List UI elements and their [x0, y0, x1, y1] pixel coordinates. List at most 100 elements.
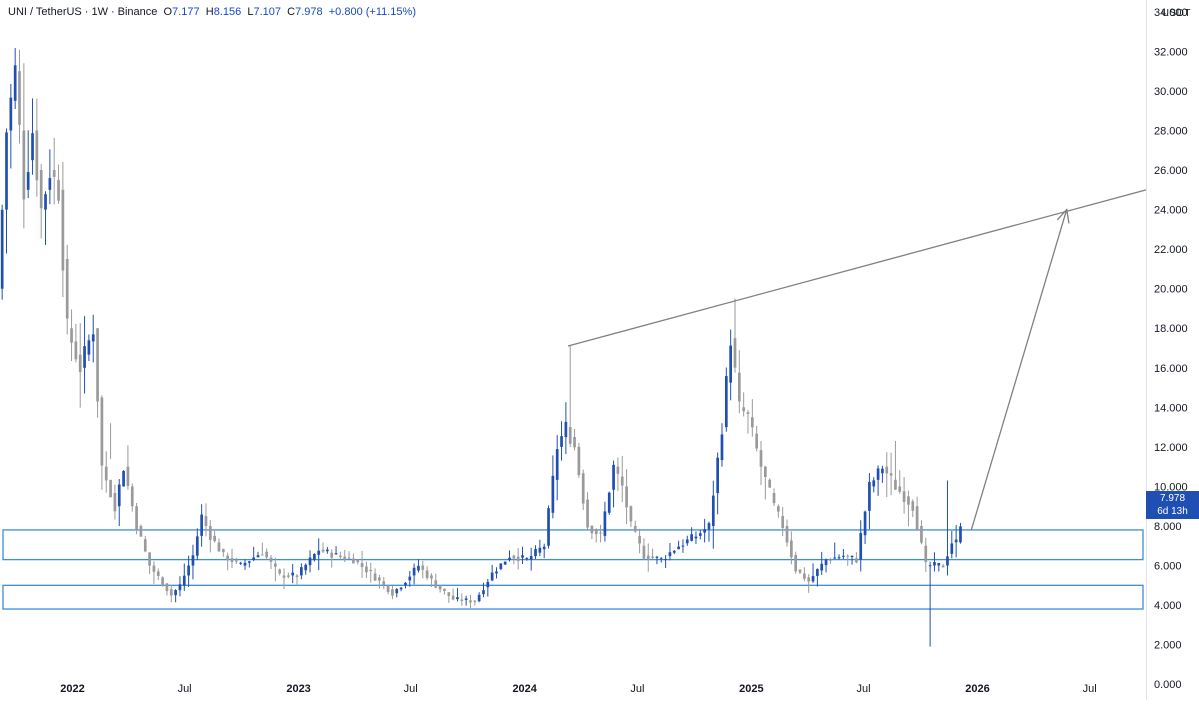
price-tick-label: 30.000 — [1154, 86, 1188, 98]
candle — [300, 563, 303, 580]
support-zone-1 — [2, 529, 1144, 561]
candle — [924, 537, 928, 573]
candle — [326, 547, 329, 554]
candle — [777, 504, 780, 518]
price-tick-label: 18.000 — [1154, 323, 1188, 335]
candle — [464, 595, 468, 606]
candle — [22, 63, 26, 229]
candle — [677, 540, 680, 550]
candle — [824, 558, 828, 573]
candle — [352, 553, 355, 564]
candle — [733, 298, 737, 373]
candle — [911, 499, 915, 518]
candle — [386, 584, 390, 595]
candle — [768, 478, 772, 488]
price-scale[interactable]: USDT 0.000 2.000 4.000 6.000 8.000 10.000 12.0… — [1146, 0, 1199, 700]
candle — [711, 480, 715, 549]
price-unit-label[interactable]: USDT — [1161, 8, 1191, 19]
candle — [651, 548, 654, 559]
price-tick-label: 2.000 — [1154, 640, 1182, 652]
candle — [213, 529, 216, 543]
legend-high: 8.156 — [213, 6, 242, 18]
candle — [547, 505, 550, 549]
candle — [57, 164, 60, 204]
candle — [126, 445, 130, 490]
time-axis: 2022 Jul 2023 Jul 2024 Jul 2025 Jul 2026 Jul — [60, 683, 1096, 695]
candle — [265, 548, 269, 560]
resistance-trend-line — [567, 187, 1154, 347]
candle — [456, 587, 459, 602]
candle — [204, 503, 208, 537]
candle — [503, 561, 507, 565]
legend-interval[interactable]: 1W — [91, 6, 108, 18]
candle — [898, 470, 902, 494]
price-tick-label: 16.000 — [1154, 363, 1188, 375]
candle — [287, 572, 290, 579]
candle — [620, 455, 624, 503]
candle — [534, 545, 537, 560]
candle — [859, 520, 863, 572]
candle — [954, 525, 958, 558]
candle — [833, 542, 837, 559]
candle — [781, 506, 785, 537]
candle — [933, 552, 936, 572]
candle — [304, 563, 308, 575]
candle — [430, 573, 433, 587]
candle — [798, 569, 802, 575]
legend-low: 7.107 — [253, 6, 281, 18]
legend-change: +0.800 (+11.15%) — [328, 6, 416, 18]
candle — [889, 452, 893, 496]
candle — [755, 425, 759, 452]
legend-symbol[interactable]: UNI / TetherUS — [8, 6, 82, 18]
candle — [443, 588, 446, 595]
candle — [421, 560, 425, 579]
candle — [152, 561, 156, 584]
price-tick-label: 28.000 — [1154, 126, 1188, 138]
candle — [174, 589, 177, 603]
candle — [334, 546, 338, 555]
candle — [156, 568, 160, 581]
candle — [18, 49, 21, 144]
candle — [807, 574, 811, 593]
candle — [521, 546, 524, 565]
candles — [0, 48, 962, 647]
candle — [230, 548, 234, 569]
candle — [642, 538, 646, 561]
candle — [260, 542, 264, 556]
candle — [35, 98, 39, 197]
bar-countdown: 6d 13h — [1157, 506, 1188, 517]
candle — [113, 484, 117, 520]
candle — [564, 402, 568, 455]
time-tick-label: Jul — [178, 683, 192, 695]
candle — [252, 546, 256, 562]
candlestick-chart[interactable]: 2022 Jul 2023 Jul 2024 Jul 2025 Jul 2026 Jul — [0, 0, 1154, 700]
candle — [724, 367, 728, 432]
candle — [946, 480, 949, 576]
candle — [512, 554, 516, 565]
chart-canvas[interactable]: 2022 Jul 2023 Jul 2024 Jul 2025 Jul 2026 Jul UNI … — [0, 0, 1154, 700]
price-tick-label: 6.000 — [1154, 561, 1182, 573]
candle — [729, 329, 732, 401]
candle — [577, 442, 581, 478]
candle — [87, 334, 91, 361]
candle — [694, 531, 698, 544]
candle — [165, 583, 169, 596]
candle — [239, 561, 243, 565]
candle — [217, 538, 221, 552]
candle — [876, 465, 880, 496]
price-tick-label: 8.000 — [1154, 521, 1182, 533]
candle — [720, 423, 724, 467]
candle — [78, 323, 82, 408]
candle — [234, 557, 238, 564]
candle — [369, 562, 373, 583]
candle — [91, 314, 95, 363]
candle — [473, 599, 477, 606]
candle — [685, 535, 689, 546]
candle — [365, 561, 368, 579]
candle — [425, 566, 429, 581]
candle — [659, 557, 663, 563]
candle — [837, 554, 841, 560]
candle — [469, 594, 472, 609]
candle — [169, 585, 173, 603]
candle — [803, 567, 806, 582]
